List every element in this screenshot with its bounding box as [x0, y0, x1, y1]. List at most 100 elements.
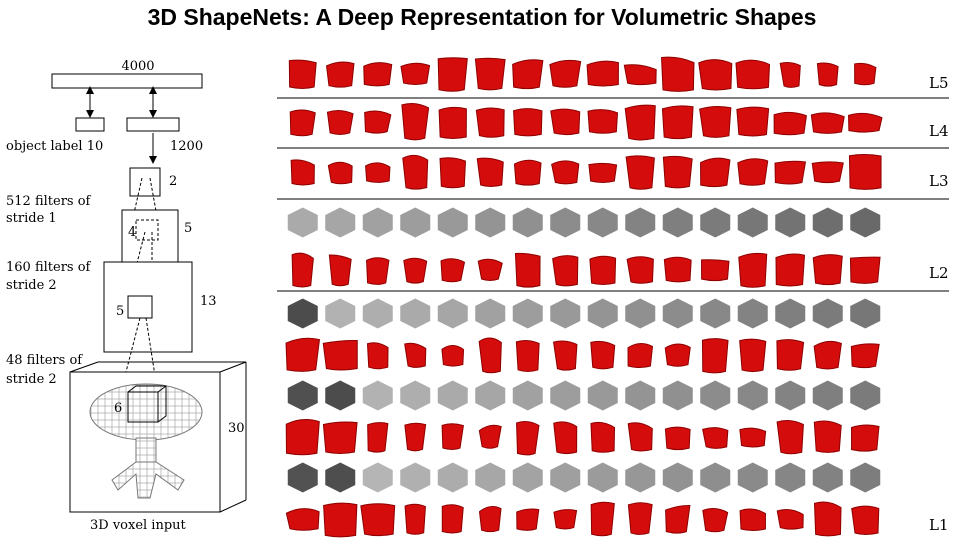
shape-sample — [698, 59, 733, 91]
shape-sample — [291, 252, 314, 288]
shape-sample — [400, 62, 431, 86]
filter-sample — [587, 298, 618, 329]
label-units-label: object label 10 — [6, 139, 103, 154]
filter-sample — [475, 462, 506, 493]
filter-sample — [400, 298, 431, 329]
shape-sample — [774, 160, 807, 185]
filter-sample — [850, 462, 881, 493]
filter-sample — [812, 462, 843, 493]
shape-sample — [441, 504, 464, 534]
shape-sample — [627, 342, 654, 369]
filter-sample — [475, 298, 506, 329]
shape-sample — [363, 62, 393, 87]
shape-sample — [589, 255, 617, 286]
shape-sample — [776, 339, 805, 371]
input-kernel-size: 6 — [114, 401, 122, 416]
layer1-cube — [103, 261, 193, 353]
shape-sample — [285, 337, 321, 372]
shape-sample — [289, 109, 316, 137]
shape-sample — [737, 158, 769, 186]
layer1-desc-1: 48 filters of — [6, 353, 83, 368]
shape-sample — [513, 159, 542, 186]
shape-sample — [851, 505, 880, 536]
shape-sample — [366, 257, 390, 285]
filter-sample — [737, 462, 768, 493]
shape-sample — [441, 345, 465, 367]
filter-sample — [662, 462, 693, 493]
shape-sample — [516, 508, 540, 531]
filter-sample — [737, 380, 768, 411]
filter-sample — [662, 207, 693, 238]
filter-sample — [325, 298, 356, 329]
shape-sample — [739, 508, 766, 531]
shape-sample — [514, 252, 541, 288]
hidden-units-label: 1200 — [170, 139, 203, 154]
filter-sample — [812, 380, 843, 411]
layer1-size: 13 — [200, 294, 217, 309]
layer-label-l3: L3 — [929, 172, 949, 190]
shape-sample — [478, 424, 502, 449]
shape-sample — [553, 340, 578, 371]
shape-sample — [326, 110, 354, 135]
filter-sample — [850, 298, 881, 329]
shape-sample — [773, 111, 807, 136]
shape-sample — [624, 104, 656, 141]
shape-sample — [476, 157, 504, 187]
filter-sample — [625, 298, 656, 329]
shape-sample — [812, 254, 843, 286]
shape-sample — [323, 502, 358, 538]
filter-sample — [362, 380, 393, 411]
shape-sample — [663, 256, 692, 283]
layer2-desc-1: 160 filters of — [6, 260, 92, 275]
shape-sample — [848, 153, 882, 190]
layer3-cube — [129, 167, 161, 197]
layer3-size: 2 — [169, 174, 177, 189]
layer1-kernel-size: 5 — [116, 304, 124, 319]
shape-sample — [661, 105, 694, 140]
shape-sample — [816, 62, 839, 87]
shape-sample — [360, 503, 396, 537]
filter-sample — [325, 207, 356, 238]
filter-sample — [475, 207, 506, 238]
shape-sample — [701, 338, 729, 374]
shape-sample — [738, 252, 768, 288]
layer3-desc-2: stride 1 — [6, 211, 57, 226]
filter-sample — [400, 380, 431, 411]
label-layer-box — [75, 117, 105, 132]
shape-sample — [512, 59, 544, 90]
shape-sample — [702, 508, 729, 533]
filter-sample — [550, 207, 581, 238]
shape-sample — [664, 426, 691, 451]
shape-sample — [661, 56, 695, 92]
shape-sample — [590, 421, 616, 453]
filter-sample — [550, 462, 581, 493]
shape-sample — [739, 338, 767, 373]
filter-sample — [287, 380, 318, 411]
shape-sample — [552, 255, 579, 287]
layer3-desc-1: 512 filters of — [6, 194, 92, 209]
shape-sample — [735, 59, 771, 90]
layer-label-l5: L5 — [929, 74, 949, 92]
filter-sample — [700, 298, 731, 329]
shape-sample — [285, 508, 320, 531]
filter-sample — [775, 298, 806, 329]
layer-label-l1: L1 — [929, 516, 949, 534]
layer2-kernel-size: 4 — [128, 225, 136, 240]
filter-sample — [587, 207, 618, 238]
shape-sample — [513, 108, 543, 137]
shape-sample — [516, 420, 540, 456]
layer2-size: 5 — [184, 221, 192, 236]
filter-sample — [325, 380, 356, 411]
shape-sample — [854, 62, 877, 86]
shape-sample — [588, 162, 618, 184]
page-title: 3D ShapeNets: A Deep Representation for … — [147, 4, 817, 30]
filter-sample — [475, 380, 506, 411]
shape-sample — [478, 337, 502, 374]
shape-sample — [813, 340, 842, 370]
filter-sample — [512, 462, 543, 493]
shape-sample — [288, 59, 317, 89]
filter-sample — [625, 462, 656, 493]
filter-sample — [437, 380, 468, 411]
filter-sample — [512, 207, 543, 238]
